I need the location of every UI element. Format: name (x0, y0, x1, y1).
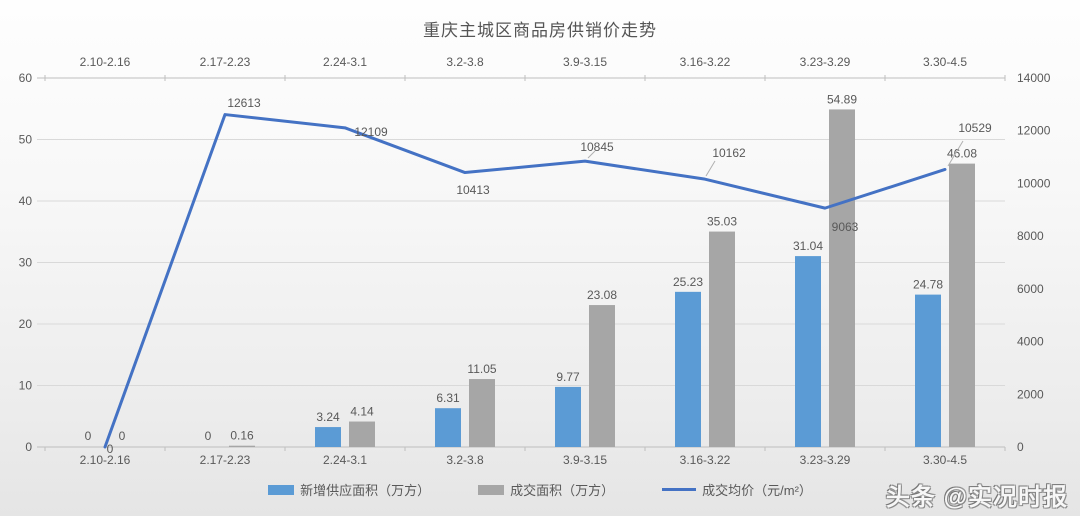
svg-text:2.17-2.23: 2.17-2.23 (200, 453, 251, 467)
svg-text:10529: 10529 (958, 121, 992, 135)
svg-text:0: 0 (205, 429, 212, 443)
svg-text:10845: 10845 (580, 140, 614, 154)
svg-text:12000: 12000 (1017, 124, 1051, 138)
svg-text:3.2-3.8: 3.2-3.8 (446, 55, 484, 69)
svg-text:50: 50 (19, 133, 33, 147)
chart-canvas: 60 50 40 30 20 10 0 14000 12000 10000 8000 6000 4000… (19, 55, 1051, 467)
svg-text:3.30-4.5: 3.30-4.5 (923, 453, 967, 467)
svg-text:40: 40 (19, 194, 33, 208)
svg-text:2.24-3.1: 2.24-3.1 (323, 453, 367, 467)
svg-text:0.16: 0.16 (230, 429, 254, 443)
svg-text:8000: 8000 (1017, 229, 1044, 243)
svg-text:0: 0 (1017, 440, 1024, 454)
legend-label-supply: 新增供应面积（万方） (300, 483, 431, 498)
svg-text:14000: 14000 (1017, 71, 1051, 85)
legend-item-price: 成交均价（元/m²） (662, 480, 812, 499)
svg-text:20: 20 (19, 317, 33, 331)
svg-text:4.14: 4.14 (350, 405, 374, 419)
svg-text:0: 0 (119, 429, 126, 443)
legend-item-sold: 成交面积（万方） (478, 480, 614, 499)
svg-text:2.24-3.1: 2.24-3.1 (323, 55, 367, 69)
legend-item-supply: 新增供应面积（万方） (268, 480, 430, 499)
price-line-swatch-icon (662, 488, 697, 491)
svg-text:0: 0 (25, 440, 32, 454)
svg-text:3.24: 3.24 (316, 410, 340, 424)
svg-text:10: 10 (19, 379, 33, 393)
svg-text:24.78: 24.78 (913, 278, 943, 292)
svg-text:9063: 9063 (832, 220, 859, 234)
svg-text:4000: 4000 (1017, 335, 1044, 349)
svg-text:3.23-3.29: 3.23-3.29 (800, 55, 851, 69)
svg-text:10162: 10162 (712, 146, 746, 160)
svg-text:11.05: 11.05 (467, 362, 496, 376)
chart-title: 重庆主城区商品房供销价走势 (423, 21, 657, 40)
svg-text:3.16-3.22: 3.16-3.22 (680, 453, 731, 467)
svg-text:2.10-2.16: 2.10-2.16 (80, 453, 131, 467)
svg-text:60: 60 (19, 71, 33, 85)
svg-text:3.16-3.22: 3.16-3.22 (680, 55, 731, 69)
svg-text:10413: 10413 (456, 183, 490, 197)
svg-text:30: 30 (19, 256, 33, 270)
svg-text:0: 0 (85, 429, 92, 443)
svg-text:3.30-4.5: 3.30-4.5 (923, 55, 967, 69)
toutiao-watermark: 头条 @实况时报 (885, 484, 1068, 511)
chart-legend: 新增供应面积（万方） 成交面积（万方） 成交均价（元/m²） (0, 480, 1080, 499)
svg-text:6000: 6000 (1017, 282, 1044, 296)
svg-text:3.2-3.8: 3.2-3.8 (446, 453, 484, 467)
svg-text:54.89: 54.89 (827, 92, 857, 106)
bar-series-sold: 0 0.16 4.14 11.05 23.08 35.03 54.89 46.08 (119, 92, 977, 447)
price-line-series: 0 12613 12109 10413 10845 10162 9063 10529 (103, 96, 992, 456)
legend-label-price: 成交均价（元/m²） (702, 483, 812, 498)
gridlines (37, 139, 1005, 386)
svg-text:23.08: 23.08 (587, 288, 617, 302)
sold-bar-swatch-icon (478, 484, 505, 495)
svg-text:12613: 12613 (227, 96, 261, 110)
legend-label-sold: 成交面积（万方） (510, 483, 615, 498)
svg-text:2.17-2.23: 2.17-2.23 (200, 55, 251, 69)
svg-text:25.23: 25.23 (673, 275, 703, 289)
svg-text:12109: 12109 (354, 125, 388, 139)
svg-text:0: 0 (107, 442, 114, 456)
svg-text:46.08: 46.08 (947, 147, 977, 161)
svg-text:2000: 2000 (1017, 387, 1044, 401)
svg-text:35.03: 35.03 (707, 215, 737, 229)
axis-tick-labels: 60 50 40 30 20 10 0 14000 12000 10000 8000 6000 4000… (19, 55, 1051, 467)
svg-text:2.10-2.16: 2.10-2.16 (80, 55, 131, 69)
svg-text:6.31: 6.31 (436, 391, 460, 405)
svg-text:3.9-3.15: 3.9-3.15 (563, 55, 607, 69)
svg-text:9.77: 9.77 (556, 370, 580, 384)
svg-text:10000: 10000 (1017, 176, 1051, 190)
svg-text:3.23-3.29: 3.23-3.29 (800, 453, 851, 467)
svg-text:3.9-3.15: 3.9-3.15 (563, 453, 607, 467)
svg-text:31.04: 31.04 (793, 239, 823, 253)
supply-bar-swatch-icon (268, 484, 295, 495)
bar-series-supply: 0 0 3.24 6.31 9.77 25.23 31.04 24.78 (85, 239, 943, 447)
